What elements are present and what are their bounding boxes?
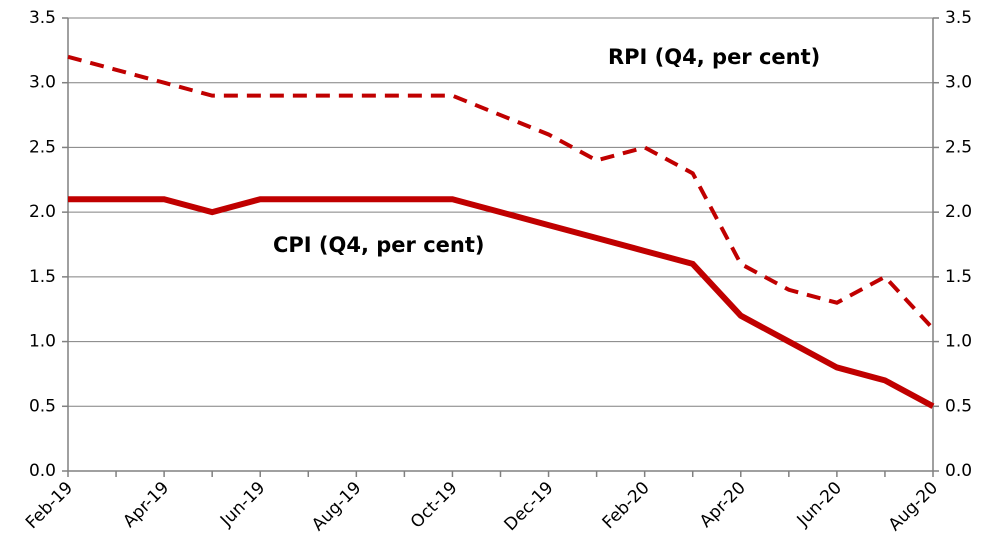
y2-tick-label: 3.0 (945, 73, 972, 93)
y2-tick-label: 1.0 (945, 332, 972, 352)
x-tick-label: Dec-19 (501, 478, 558, 535)
x-tick-label: Apr-19 (119, 478, 173, 532)
lines (67, 54, 935, 409)
y2-tick-label: 1.5 (945, 267, 972, 287)
y-tick-label: 3.0 (29, 73, 56, 93)
y2-tick-label: 3.5 (945, 8, 972, 28)
y2-tick-label: 0.5 (945, 396, 972, 416)
y-tick-label: 2.0 (29, 202, 56, 222)
x-tick-label: Jun-19 (216, 478, 269, 531)
x-tick-label: Aug-20 (885, 478, 942, 535)
series-line (68, 196, 935, 409)
x-tick-label: Feb-20 (599, 478, 654, 533)
y-tick-label: 3.5 (29, 8, 56, 28)
x-tick-label: Apr-20 (696, 478, 750, 532)
x-tick-label: Feb-19 (22, 478, 77, 533)
y2-tick-label: 2.5 (945, 137, 972, 157)
series-line (67, 54, 935, 330)
y-tick-label: 2.5 (29, 137, 56, 157)
series-label: CPI (Q4, per cent) (273, 233, 485, 257)
labels: 0.0 0.5 1.0 1.5 2.0 2.5 3.0 3.5 0.0 0.5 1.0 1.5 2.0 2… (22, 8, 972, 535)
x-tick-label: Aug-19 (308, 478, 365, 535)
y-tick-label: 1.0 (29, 332, 56, 352)
x-tick-label: Oct-19 (407, 478, 462, 533)
series-label: RPI (Q4, per cent) (608, 45, 820, 69)
grid (62, 17, 939, 477)
y2-tick-label: 0.0 (945, 461, 972, 481)
y-tick-label: 1.5 (29, 267, 56, 287)
y-tick-label: 0.0 (29, 461, 56, 481)
y2-tick-label: 2.0 (945, 202, 972, 222)
y-tick-label: 0.5 (29, 396, 56, 416)
x-tick-label: Jun-20 (793, 478, 846, 531)
